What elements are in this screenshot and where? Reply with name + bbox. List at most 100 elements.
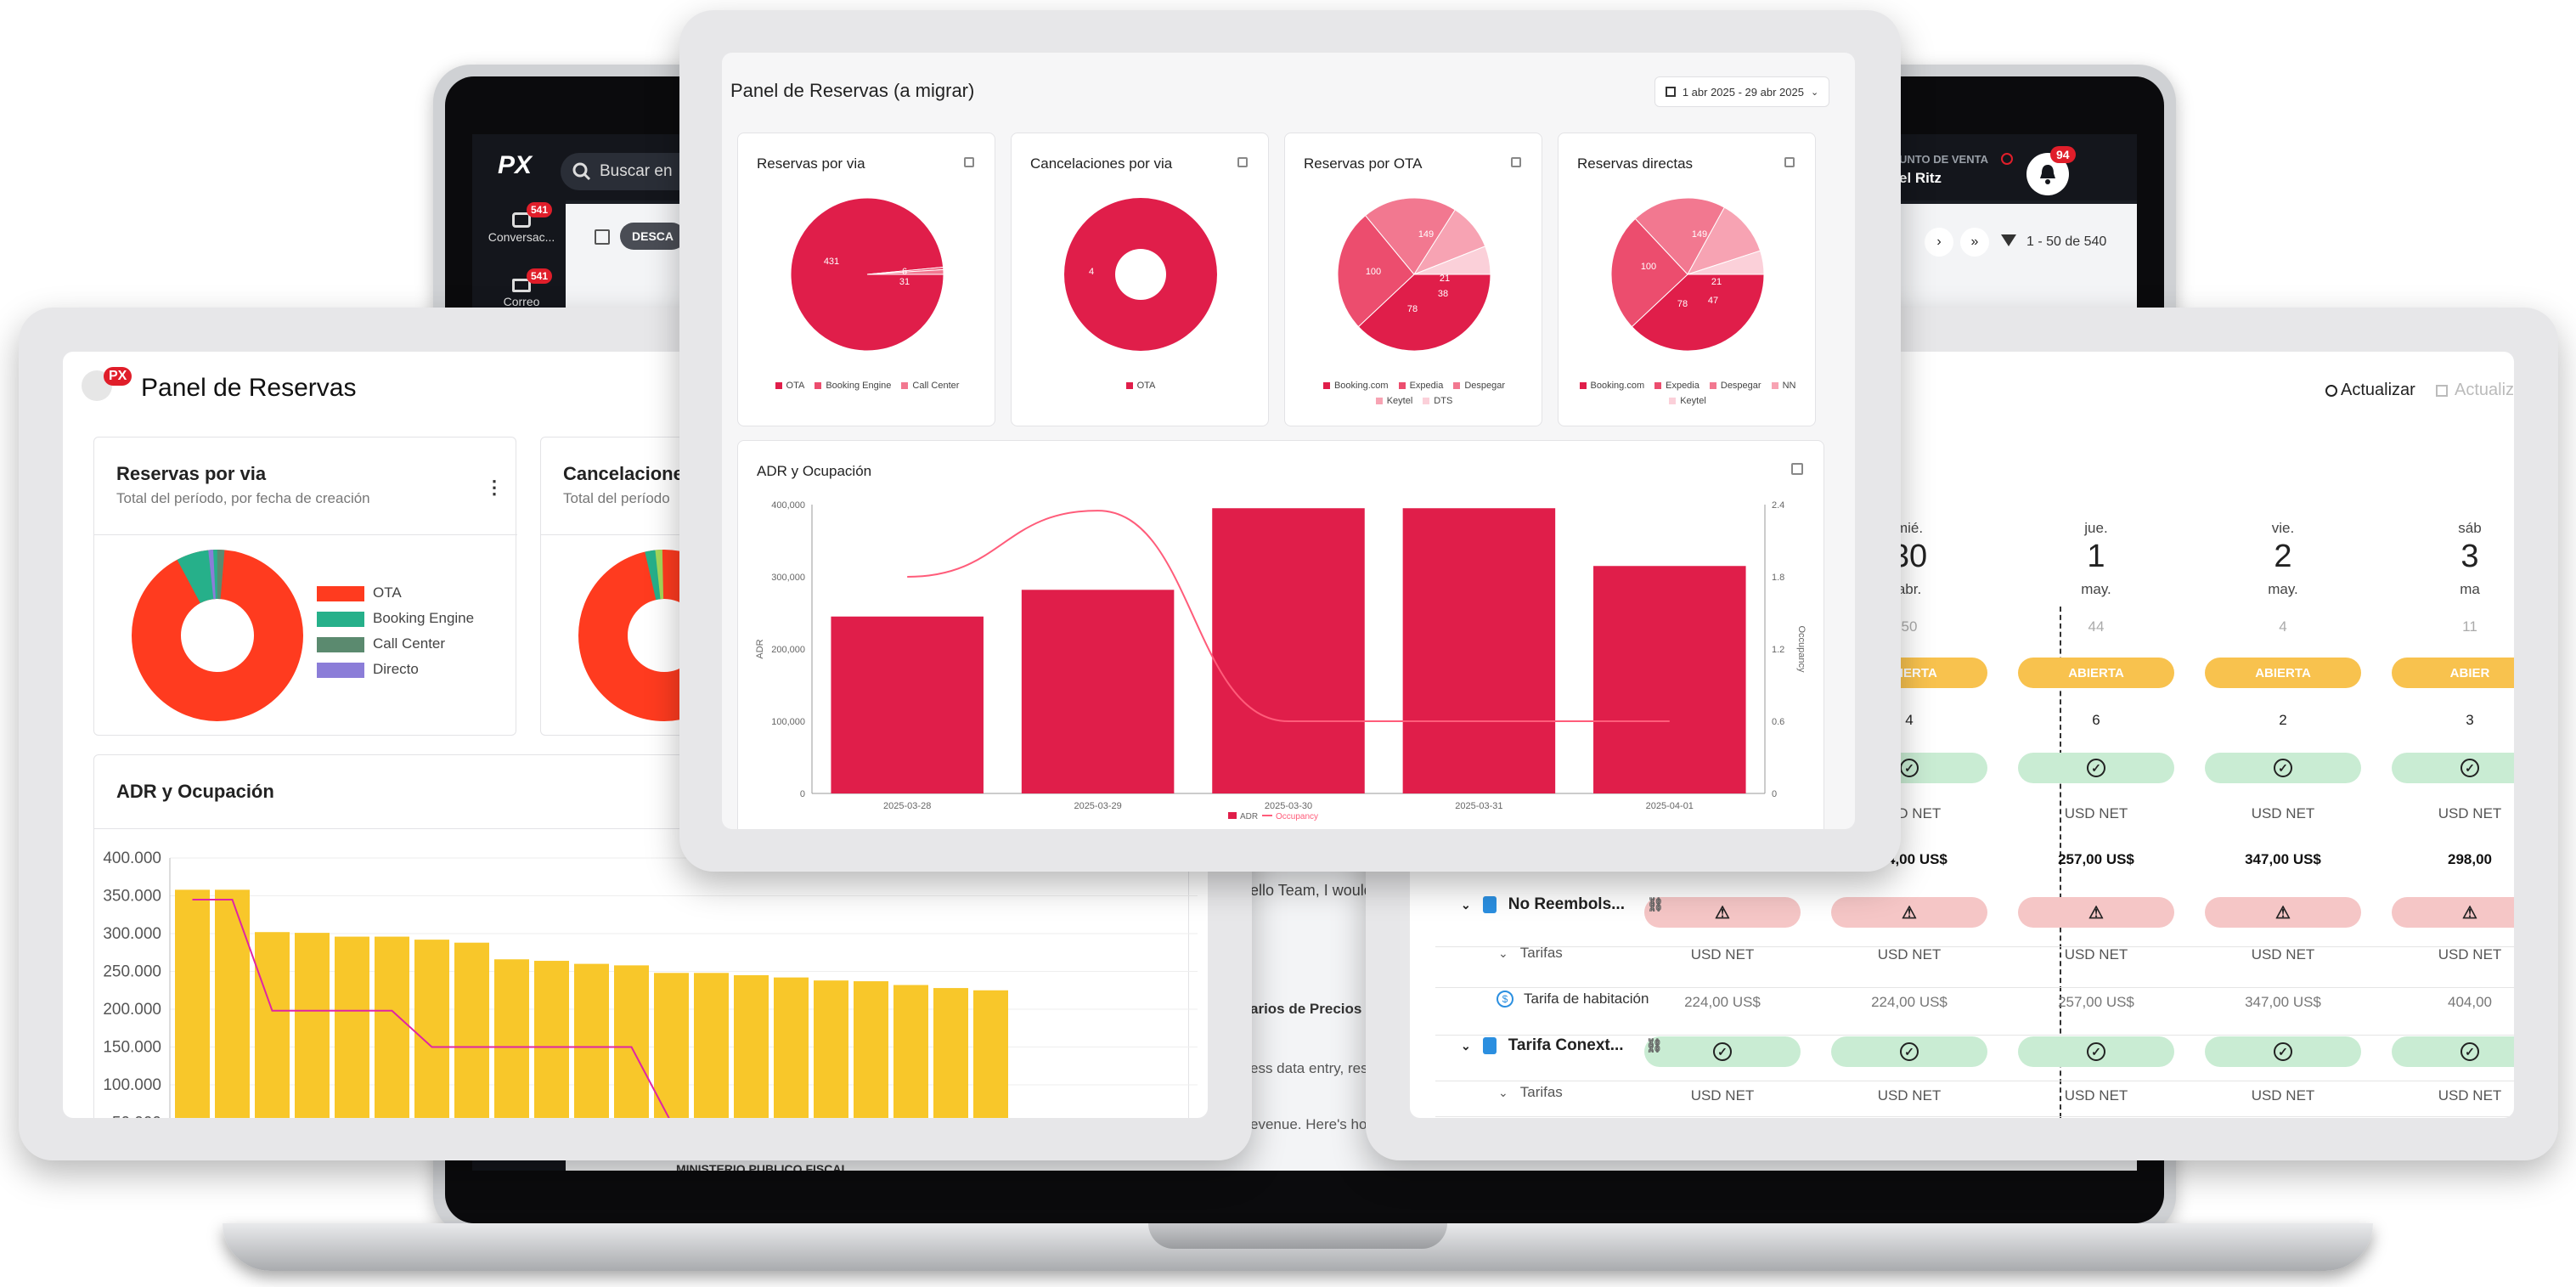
sidebar-item-correo[interactable]: 541 Correo [481,268,562,308]
card-subtitle: Total del período, por fecha de creación [116,490,370,506]
divider [94,828,1190,829]
punto-venta-label: UNTO DE VENTA [1899,153,1988,166]
sidebar-item-conversaciones[interactable]: 541 Conversac... [481,202,562,244]
y2-tick-label: 0.6 [1772,717,1784,727]
status-pill[interactable]: ABIER [2392,658,2514,688]
tarifa-price: 224,00 US$ [1871,994,1948,1010]
open-external-icon[interactable] [1784,157,1795,167]
currency-label: USD NET [1877,946,1942,962]
open-external-icon[interactable] [1237,157,1248,167]
calendar-icon [2436,384,2448,397]
adr-bar [1021,590,1175,793]
card-title: Cancelacione [563,463,684,484]
email-snippet[interactable]: arios de Precios - [1250,1001,1371,1017]
currency-label: USD NET [2251,1087,2315,1104]
chart-legend: ADR Occupancy [1228,812,1318,821]
row-tarifa-conext[interactable]: ⌄ Tarifa Conext... ⛓ [1461,1036,1663,1055]
kebab-menu-icon[interactable]: ⋮ [485,477,504,498]
pie-value-label: 149 [1418,229,1434,240]
chat-icon [512,212,531,228]
last-page-button[interactable]: » [1960,228,1989,257]
warning-pill[interactable]: ⚠ [2205,897,2361,928]
laptop-notch [1148,1223,1447,1249]
legend-label: NN [1782,381,1796,391]
pie-value-label: 78 [1677,299,1688,309]
legend-swatch [1228,812,1237,819]
legend-item: Booking Engine [317,606,474,631]
check-circle-icon: ✓ [2460,1042,2479,1061]
warning-pill[interactable]: ⚠ [1644,897,1801,928]
ok-pill[interactable]: ✓ [2392,753,2514,783]
ok-pill[interactable]: ✓ [1644,1036,1801,1067]
email-snippet[interactable]: evenue. Here's how [1250,1116,1378,1132]
ok-pill[interactable]: ✓ [2392,1036,2514,1067]
y2-tick-label: 0 [1772,789,1777,799]
descartar-button[interactable]: DESCA [620,223,686,250]
dollar-icon: $ [1497,991,1513,1008]
y-tick-label: 100.000 [103,1076,161,1094]
legend-label: Despegar [1720,381,1761,391]
status-pill[interactable]: ABIERTA [2018,658,2174,688]
check-circle-icon: ✓ [2274,759,2292,777]
warning-pill[interactable]: ⚠ [2018,897,2174,928]
row-tarifas[interactable]: ⌄ Tarifas [1498,945,1563,962]
pie-row: Reservas por via 431 6 31 OTA Booking Engine C… [737,133,1841,426]
warning-pill[interactable]: ⚠ [2392,897,2514,928]
row-no-reembolsable[interactable]: ⌄ No Reembols... ⛓ [1461,895,1664,914]
pie-chart: 149 100 78 38 21 [1337,197,1491,352]
row-label: Tarifas [1519,945,1563,961]
ok-pill[interactable]: ✓ [2018,753,2174,783]
next-page-button[interactable]: › [1925,228,1953,257]
email-snippet[interactable]: ello Team, I would [1250,882,1373,899]
center-adr-chart: 0 100,000 200,000 300,000 400,000 0 0.6 1.2 1.8 2… [755,500,1807,821]
occupancy-line [192,898,670,1118]
open-external-icon[interactable] [964,157,974,167]
status-pill[interactable]: ABIERTA [2205,658,2361,688]
open-external-icon[interactable] [1511,157,1521,167]
legend-item: Booking.com [1322,378,1389,393]
legend-item: Directo [317,657,474,682]
open-external-icon[interactable] [1791,463,1803,475]
x-tick-label: 2025-03-28 [883,801,931,811]
legend-label: Booking Engine [826,381,892,391]
filter-icon[interactable] [2001,234,2016,246]
ok-pill[interactable]: ✓ [2205,1036,2361,1067]
y-tick-label: 0 [800,789,805,799]
row-divider [1435,987,2514,988]
sidebar-badge: 541 [527,202,553,217]
legend-swatch [901,382,909,390]
date-range-picker[interactable]: 1 abr 2025 - 29 abr 2025 ⌄ [1654,76,1829,107]
actualizar-disabled-button[interactable]: Actualiz [2436,381,2514,400]
sidebar-item-label: Correo [503,295,540,308]
x-tick-label: 2025-04-01 [1646,801,1694,811]
y-tick-label: 250.000 [103,963,161,981]
sync-icon[interactable] [2001,153,2013,165]
email-snippet[interactable]: ess data entry, rese [1250,1060,1377,1076]
adr-bar [1212,508,1365,793]
pie-title: Cancelaciones por via [1030,155,1173,172]
warning-pill[interactable]: ⚠ [1831,897,1987,928]
row-label: No Reembols... [1508,895,1625,913]
select-all-checkbox[interactable] [595,229,610,245]
actualizar-label: Actualizar [2341,381,2415,399]
y-tick-label: 400.000 [103,850,161,867]
legend-label: Despegar [1464,381,1506,391]
availability-count: 44 [2088,618,2105,635]
reservas-via-card: Reservas por via Total del período, por … [93,437,517,736]
tarifa-price: 347,00 US$ [2245,994,2321,1010]
row-tarifas[interactable]: ⌄ Tarifas [1498,1084,1563,1101]
ok-pill[interactable]: ✓ [1831,1036,1987,1067]
actualizar-button[interactable]: Actualizar [2325,381,2415,400]
page-title: Panel de Reservas [141,374,357,402]
legend-swatch [1453,382,1461,390]
currency-label: USD NET [1690,1087,1755,1104]
row-tarifa-habitacion[interactable]: $ Tarifa de habitación [1497,991,1649,1008]
day-number: 1 [2087,539,2105,574]
pie-slice [1364,197,1456,275]
ok-pill[interactable]: ✓ [2205,753,2361,783]
pie-value-label: 100 [1366,267,1381,277]
legend-label: Expedia [1666,381,1699,391]
center-panel: Panel de Reservas (a migrar) 1 abr 2025 … [722,53,1855,829]
ok-pill[interactable]: ✓ [2018,1036,2174,1067]
y-tick-label: 300,000 [771,573,805,583]
